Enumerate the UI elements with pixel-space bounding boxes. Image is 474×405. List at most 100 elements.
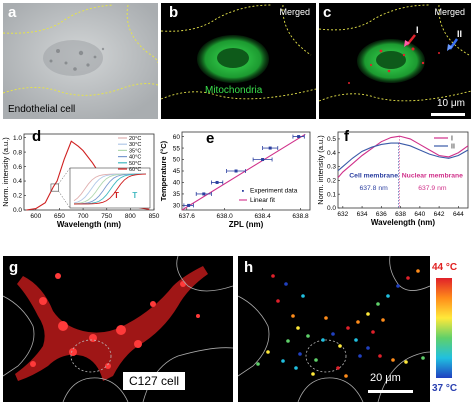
temperature-dot	[298, 352, 302, 356]
colorbar	[436, 278, 452, 378]
temperature-dot	[271, 274, 275, 278]
data-point	[234, 169, 238, 173]
panel-g-image	[3, 256, 233, 402]
x-tick-label: 750	[101, 213, 112, 220]
scalebar-label: 10 μm	[437, 98, 465, 109]
panel-b-label: b	[169, 4, 179, 21]
temperature-dot	[396, 284, 400, 288]
temperature-dot	[314, 358, 318, 362]
legend-entry: 60°C	[129, 167, 141, 173]
panel-b-annotation: Mitochondria	[205, 85, 263, 96]
cell-outline	[238, 256, 430, 402]
panel-b-tag: Merged	[279, 7, 310, 17]
marker-2-label: II	[457, 29, 463, 39]
chart-d: 600 650 700 750 800 850 0.0 0.2 0.4 0.6 0.8 1.0 Wave…	[1, 133, 160, 229]
scalebar	[431, 113, 465, 116]
panel-h: h 20 μm	[238, 256, 430, 402]
chart-f: 632 634 636 638 640 642 644 0.0 0.1 0.2 0.3 0.4 0.5 W…	[316, 131, 469, 227]
y-tick-label: 0.0	[327, 205, 336, 212]
y-axis-label: Norm. intensity (a.u.)	[1, 137, 10, 207]
scalebar	[368, 390, 413, 393]
data-point	[268, 146, 272, 150]
y-tick-label: 60	[173, 134, 181, 141]
legend-entry: 20°C	[129, 136, 141, 142]
inset-curve-60°C	[73, 173, 147, 205]
legend-entry: 50°C	[129, 161, 141, 167]
x-tick-label: 642	[434, 211, 445, 218]
temperature-dot	[378, 354, 382, 358]
y-tick-label: 0.8	[13, 149, 22, 156]
x-tick-label: 600	[30, 213, 41, 220]
temperature-dot	[346, 326, 350, 330]
x-tick-label: 637.6	[179, 213, 196, 220]
temperature-dot	[284, 282, 288, 286]
x-axis-label: Wavelength (nm)	[371, 218, 435, 227]
panel-c-image	[319, 4, 471, 116]
panel-g-caption: C127 cell	[129, 374, 180, 388]
nucleus-texture	[43, 40, 103, 76]
temperature-dot	[356, 320, 360, 324]
cell-outline	[3, 4, 158, 96]
temperature-dot	[406, 276, 410, 280]
x-tick-label: 640	[414, 211, 425, 218]
panel-f: 632 634 636 638 640 642 644 0.0 0.1 0.2 0.3 0.4 0.5 W…	[316, 124, 474, 236]
temperature-dot	[344, 374, 348, 378]
temperature-dot	[338, 344, 342, 348]
panel-d: 600 650 700 750 800 850 0.0 0.2 0.4 0.6 0.8 1.0 Wave…	[0, 124, 160, 236]
x-axis-label: Wavelength (nm)	[57, 220, 121, 229]
scalebar-label: 20 μm	[370, 372, 401, 384]
y-tick-label: 45	[173, 168, 181, 175]
y-tick-label: 0.0	[13, 207, 22, 214]
temperature-dot	[324, 316, 328, 320]
x-tick-label: 638.0	[217, 213, 234, 220]
legend-entry: 30°C	[129, 142, 141, 148]
temperature-dot	[291, 314, 295, 318]
colorbar-min-label: 37 °C	[432, 383, 458, 394]
data-point	[261, 158, 265, 162]
y-tick-label: 50	[173, 157, 181, 164]
y-tick-label: 0.4	[327, 150, 336, 157]
temperature-dot	[421, 356, 425, 360]
spectrum-I	[337, 135, 469, 178]
temperature-dot	[306, 334, 310, 338]
x-tick-label: 634	[357, 211, 368, 218]
temperature-dot	[296, 326, 300, 330]
panel-f-label: f	[344, 128, 349, 145]
temperature-dot	[276, 299, 280, 303]
chart-e: 637.6 638.0 638.4 638.8 30 35 40 45 50 55 60 ZPL (n…	[159, 131, 311, 229]
y-tick-label: 0.2	[13, 193, 22, 200]
temperature-dot	[358, 354, 362, 358]
temperature-dot	[311, 372, 315, 376]
panel-g-caption-box: C127 cell	[123, 372, 186, 390]
temperature-dot	[286, 339, 290, 343]
x-tick-label: 638.4	[254, 213, 271, 220]
y-axis-label: Temperature (°C)	[159, 140, 168, 201]
data-point	[215, 180, 219, 184]
temperature-dot	[366, 312, 370, 316]
x-tick-label: 700	[78, 213, 89, 220]
temperature-dot	[404, 360, 408, 364]
x-tick-label: 632	[337, 211, 348, 218]
temperature-dot	[331, 332, 335, 336]
temperature-dot	[266, 350, 270, 354]
cell-outline	[319, 4, 471, 102]
y-tick-label: 0.6	[13, 164, 22, 171]
cell-outline	[161, 4, 316, 100]
marker-1-label: I	[416, 25, 419, 35]
annotation-nuclear-membrane: Nuclear membrane	[402, 173, 463, 180]
inset-temp-label: T	[114, 191, 119, 200]
temperature-dot	[301, 294, 305, 298]
panel-b-image	[161, 4, 316, 100]
temperature-dot	[321, 338, 325, 342]
temperature-dot	[366, 346, 370, 350]
temperature-dot	[294, 366, 298, 370]
x-tick-label: 650	[54, 213, 65, 220]
panel-h-label: h	[244, 259, 254, 276]
y-axis-label: Norm. intensity (a.u.)	[316, 135, 325, 205]
y-tick-label: 30	[173, 203, 181, 210]
x-tick-label: 850	[149, 213, 160, 220]
x-tick-label: 638.8	[292, 213, 309, 220]
panel-a: a Endothelial cell	[3, 3, 158, 119]
y-tick-label: 0.3	[327, 164, 336, 171]
y-tick-label: 1.0	[13, 135, 22, 142]
